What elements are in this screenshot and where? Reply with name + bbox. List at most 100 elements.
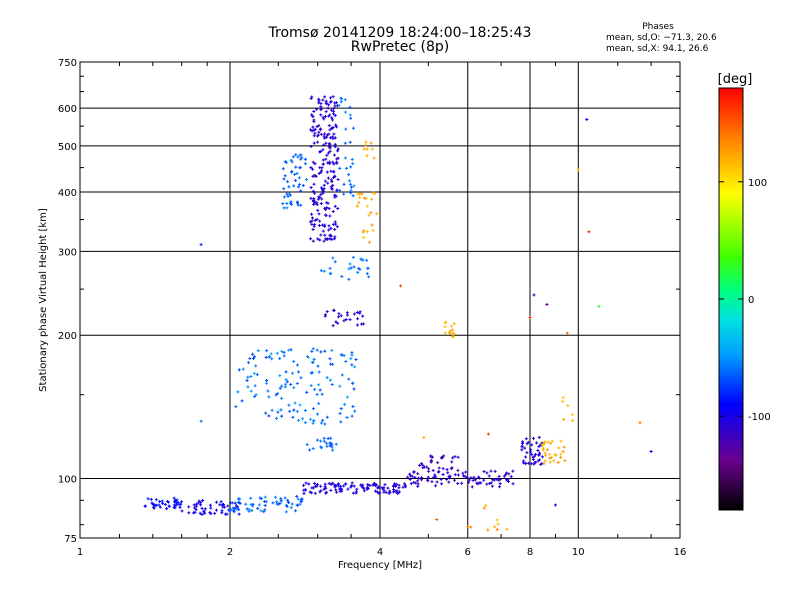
echo-point [325, 170, 329, 174]
echo-point [524, 437, 528, 441]
echo-point [224, 512, 228, 516]
echo-point [313, 131, 317, 135]
echo-point [310, 113, 314, 117]
echo-point [251, 352, 255, 356]
echo-point [356, 317, 360, 321]
echo-point [307, 482, 311, 486]
echo-point [350, 363, 354, 367]
echo-point [412, 480, 416, 484]
echo-point [344, 110, 348, 114]
echo-point [247, 361, 251, 365]
echo-point [309, 96, 313, 100]
echo-point [315, 125, 319, 129]
echo-point [364, 140, 368, 144]
echo-point [338, 188, 342, 192]
echo-point [349, 185, 353, 189]
echo-point [328, 146, 332, 150]
echo-point [279, 408, 283, 412]
echo-point [297, 185, 301, 189]
echo-point [252, 371, 256, 375]
echo-point [324, 101, 328, 105]
echo-point [347, 277, 351, 281]
echo-point [313, 162, 317, 166]
echo-point [316, 133, 320, 137]
echo-point [299, 497, 303, 501]
echo-point [490, 484, 494, 488]
echo-point [279, 499, 283, 503]
echo-point [278, 386, 282, 390]
echo-point [445, 467, 449, 471]
x-tick-label: 16 [674, 547, 687, 558]
echo-point [283, 385, 287, 389]
echo-point [327, 481, 331, 485]
echo-point [548, 452, 552, 456]
echo-point [294, 165, 298, 169]
echo-point [310, 371, 314, 375]
echo-point [315, 217, 319, 221]
echo-point [534, 452, 538, 456]
echo-point [399, 284, 403, 288]
echo-point [351, 381, 355, 385]
echo-point [320, 446, 324, 450]
echo-point [218, 503, 222, 507]
echo-point [524, 455, 528, 459]
echo-point [309, 186, 313, 190]
echo-point [538, 458, 542, 462]
echo-point [295, 409, 299, 413]
echo-point [370, 147, 374, 151]
echo-point [263, 508, 267, 512]
echo-point [498, 482, 502, 486]
echo-point [339, 407, 343, 411]
echo-point [200, 512, 204, 516]
echo-point [309, 166, 313, 170]
echo-point [281, 167, 285, 171]
echo-point [319, 132, 323, 136]
echo-point [318, 195, 322, 199]
echo-point [327, 144, 331, 148]
echo-point [332, 169, 336, 173]
echo-point [330, 116, 334, 120]
echo-point [311, 239, 315, 243]
echo-point [233, 501, 237, 505]
echo-point [338, 384, 342, 388]
echo-point [320, 188, 324, 192]
echo-point [553, 503, 557, 507]
echo-point [450, 460, 454, 464]
echo-point [324, 110, 328, 114]
echo-point [264, 411, 268, 415]
echo-point [223, 505, 227, 509]
echo-point [317, 370, 321, 374]
echo-point [317, 383, 321, 387]
echo-point [318, 238, 322, 242]
echo-point [290, 170, 294, 174]
echo-point [357, 201, 361, 205]
echo-point [292, 386, 296, 390]
echo-point [285, 206, 289, 210]
echo-point [338, 411, 342, 415]
echo-point [393, 482, 397, 486]
echo-point [280, 349, 284, 353]
echo-point [430, 455, 434, 459]
echo-point [329, 488, 333, 492]
echo-point [498, 477, 502, 481]
echo-point [319, 421, 323, 425]
echo-point [195, 502, 199, 506]
echo-point [319, 170, 323, 174]
echo-point [461, 471, 465, 475]
echo-point [282, 195, 286, 199]
echo-point [326, 436, 330, 440]
echo-point [175, 498, 179, 502]
echo-point [316, 438, 320, 442]
echo-point [275, 500, 279, 504]
echo-point [414, 481, 418, 485]
y-tick-label: 100 [58, 475, 77, 486]
echo-point [264, 355, 268, 359]
echo-point [435, 518, 439, 522]
echo-point [291, 371, 295, 375]
echo-point [523, 446, 527, 450]
echo-point [284, 510, 288, 514]
echo-point [319, 127, 323, 131]
echo-point [559, 455, 563, 459]
echo-point [328, 214, 332, 218]
echo-point [529, 462, 533, 466]
